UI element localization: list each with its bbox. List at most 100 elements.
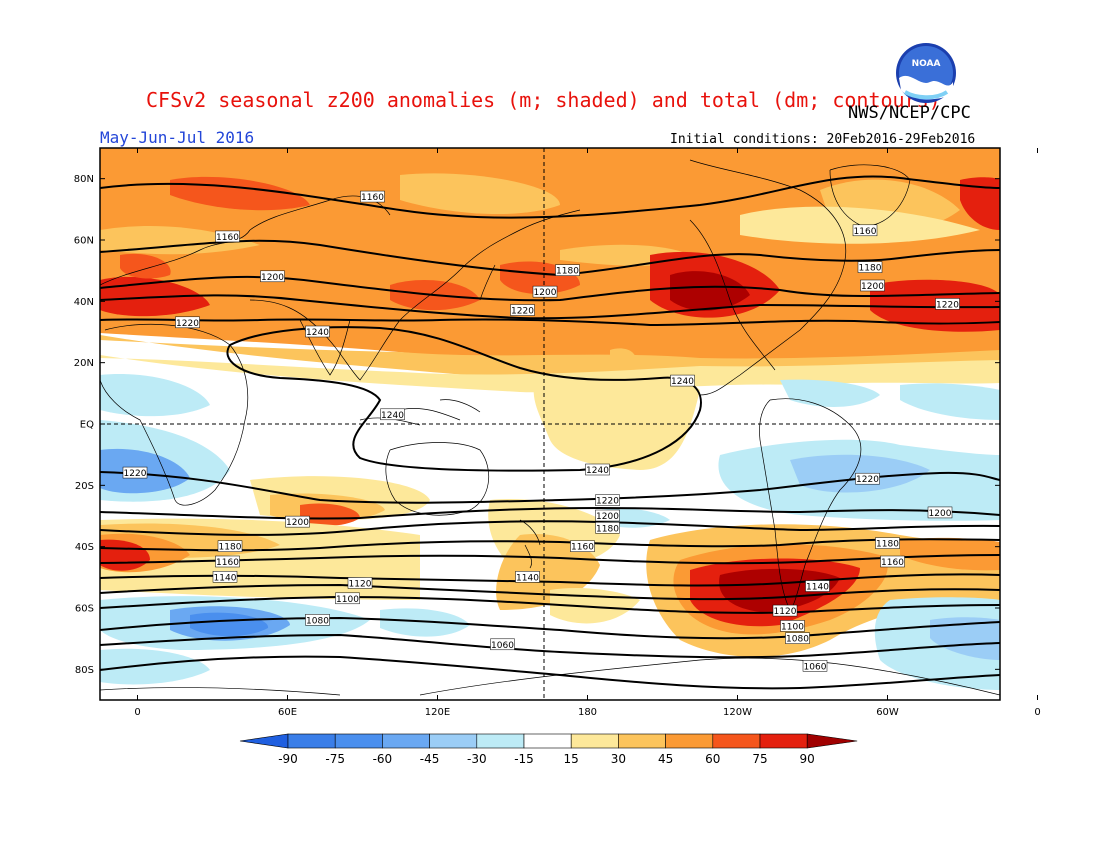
contour-label: 1140 (805, 580, 830, 593)
svg-text:1180: 1180 (556, 267, 579, 277)
svg-text:1180: 1180 (219, 543, 242, 553)
contour-label: 1220 (122, 466, 148, 479)
contour-label: 1160 (215, 230, 240, 243)
svg-text:1160: 1160 (571, 543, 594, 553)
svg-text:1240: 1240 (671, 377, 694, 387)
svg-text:1240: 1240 (381, 411, 404, 421)
contour-label: 1060 (802, 660, 828, 672)
svg-text:1180: 1180 (596, 524, 619, 534)
svg-text:1240: 1240 (306, 328, 329, 338)
lon-tick-label: 120E (425, 707, 450, 718)
chart-title: CFSv2 seasonal z200 anomalies (m; shaded… (146, 88, 941, 112)
svg-text:1120: 1120 (774, 607, 797, 617)
map-plot-area: 1160 1160 1200 1180 1200 1220 1220 1240 1240 1240… (100, 148, 1000, 700)
svg-text:1140: 1140 (806, 583, 829, 593)
contour-label: 1180 (857, 261, 883, 274)
lat-tick-label: EQ (80, 420, 94, 431)
contour-label: 1140 (515, 571, 540, 583)
contour-labels: 1160 1160 1200 1180 1200 1220 1220 1240 1240 1240… (122, 190, 960, 672)
colorbar-bin (287, 733, 336, 749)
svg-text:1160: 1160 (881, 558, 904, 568)
contour-label: 1060 (490, 638, 515, 651)
colorbar: -90 -75 -60 -45 -30 -15 15 30 45 60 75 90 (239, 733, 858, 766)
contour-label: 1080 (305, 614, 330, 626)
svg-text:1140: 1140 (214, 573, 237, 583)
contour-label: 1220 (510, 304, 535, 317)
colorbar-bin (712, 733, 761, 749)
coastlines (100, 159, 1000, 696)
contour-label: 1240 (380, 408, 405, 421)
colorbar-high-arrow (806, 733, 858, 749)
contour-label: 1180 (555, 264, 580, 277)
contour-label: 1100 (335, 592, 360, 605)
svg-text:1200: 1200 (861, 282, 884, 292)
lat-tick-label: 80S (75, 665, 94, 676)
contour-label: 1180 (875, 537, 900, 550)
contour-label: 1200 (927, 506, 953, 519)
longitude-axis: 0 60E 120E 180 120W 60W 0 (134, 148, 1041, 718)
colorbar-tick-label: -90 (278, 752, 298, 766)
contour-label: 1120 (772, 604, 798, 617)
colorbar-bin (523, 733, 572, 749)
contour-label: 1140 (212, 571, 238, 583)
colorbar-tick-label: -60 (373, 752, 393, 766)
season-label: May-Jun-Jul 2016 (100, 128, 255, 147)
svg-text:1160: 1160 (216, 558, 239, 568)
colorbar-bin (334, 733, 383, 749)
contour-label: 1080 (785, 632, 810, 645)
colorbar-tick-label: 75 (752, 752, 767, 766)
svg-text:1080: 1080 (306, 616, 329, 626)
lat-tick-label: 40S (75, 542, 94, 553)
colorbar-bin (665, 733, 714, 749)
svg-text:1080: 1080 (786, 635, 809, 645)
org-label: NWS/NCEP/CPC (848, 103, 971, 123)
contour-label: 1200 (860, 279, 885, 292)
svg-text:1220: 1220 (856, 475, 879, 485)
colorbar-bin (759, 733, 808, 749)
lon-tick-label: 60W (876, 707, 899, 718)
colorbar-bin (618, 733, 666, 749)
initial-conditions-label: Initial conditions: 20Feb2016-29Feb2016 (670, 132, 976, 147)
contour-label: 1160 (852, 224, 878, 237)
svg-text:1100: 1100 (781, 622, 804, 632)
contour-label: 1160 (880, 555, 905, 568)
svg-text:1220: 1220 (936, 300, 959, 310)
contour-label: 1160 (360, 190, 385, 203)
contour-label: 1200 (532, 285, 558, 298)
svg-text:1240: 1240 (586, 466, 609, 476)
svg-text:1220: 1220 (176, 319, 199, 329)
height-contours (100, 175, 1000, 690)
colorbar-tick-label: -30 (467, 752, 487, 766)
lat-tick-label: 40N (74, 297, 94, 308)
svg-text:1180: 1180 (859, 264, 882, 274)
svg-text:NOAA: NOAA (912, 59, 941, 69)
svg-text:1060: 1060 (491, 641, 514, 651)
colorbar-tick-label: -75 (325, 752, 345, 766)
svg-text:1220: 1220 (124, 469, 147, 479)
noaa-logo: NOAA (896, 43, 956, 103)
lon-tick-label: 120W (723, 707, 752, 718)
contour-label: 1240 (670, 374, 695, 387)
colorbar-tick-label: 45 (658, 752, 673, 766)
contour-label: 1220 (595, 494, 620, 507)
contour-label: 1220 (175, 316, 200, 329)
svg-text:1220: 1220 (596, 497, 619, 507)
svg-text:1160: 1160 (854, 227, 877, 237)
colorbar-tick-label: 30 (611, 752, 626, 766)
lon-tick-label: 60E (278, 707, 297, 718)
lat-tick-label: 60S (75, 604, 94, 615)
colorbar-tick-label: -15 (514, 752, 534, 766)
colorbar-low-arrow (239, 733, 289, 749)
svg-text:1140: 1140 (516, 573, 539, 583)
contour-label: 1100 (780, 620, 805, 632)
contour-label: 1200 (595, 509, 620, 522)
contour-label: 1220 (855, 472, 880, 485)
contour-label: 1240 (305, 325, 330, 338)
colorbar-bin (382, 733, 430, 749)
svg-text:1200: 1200 (261, 273, 284, 283)
colorbar-tick-label: 15 (564, 752, 579, 766)
svg-text:1200: 1200 (534, 288, 557, 298)
latitude-axis: 80N 60N 40N 20N EQ 20S 40S 60S 80S (74, 174, 1000, 676)
svg-text:1160: 1160 (216, 233, 239, 243)
